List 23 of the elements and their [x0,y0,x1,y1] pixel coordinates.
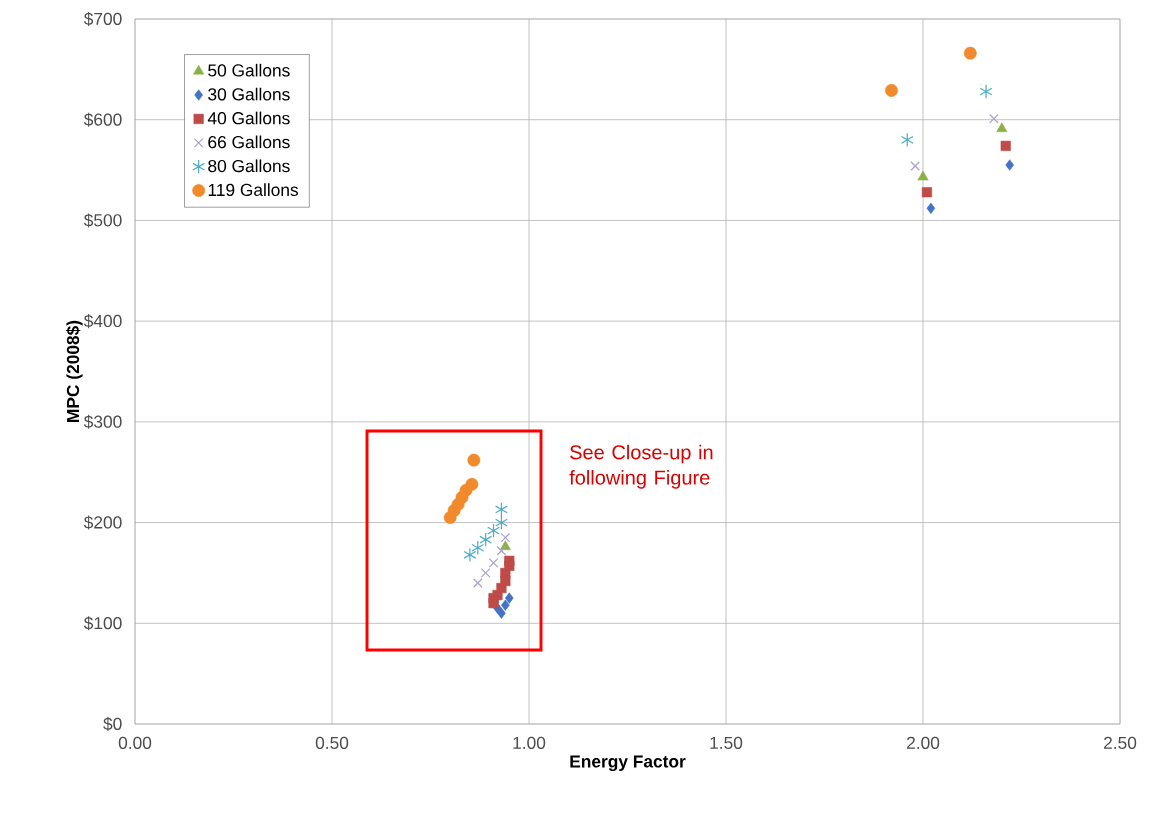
y-tick-label: $400 [83,314,122,329]
x-tick-label: 2.00 [907,736,940,749]
x-tick-label: 1.50 [710,736,743,749]
y-tick-label: $300 [83,414,122,429]
legend-label: 40 Gallons [207,111,290,125]
y-tick-label: $100 [83,616,122,631]
legend-label: 50 Gallons [208,63,290,77]
y-tick-label: $200 [83,515,122,530]
x-tick-label: 0.50 [315,736,349,749]
y-tick-label: $600 [83,112,122,127]
x-tick-label: 2.50 [1104,736,1137,749]
y-tick-label: $0 [103,716,122,732]
x-axis-title: Energy Factor [570,755,686,772]
legend-label: 30 Gallons [208,87,290,101]
annotation: See Close-up in following Figure [569,444,713,489]
legend-label: 66 Gallons [208,135,290,149]
x-tick-label: 0.00 [118,736,152,749]
y-axis-title: MPC (2008$) [66,320,83,422]
legend-label: 80 Gallons [208,159,290,173]
y-tick-label: $700 [83,11,122,26]
x-tick-label: 1.00 [513,736,546,749]
legend-label: 119 Gallons [208,183,299,197]
y-tick-label: $500 [83,213,122,228]
